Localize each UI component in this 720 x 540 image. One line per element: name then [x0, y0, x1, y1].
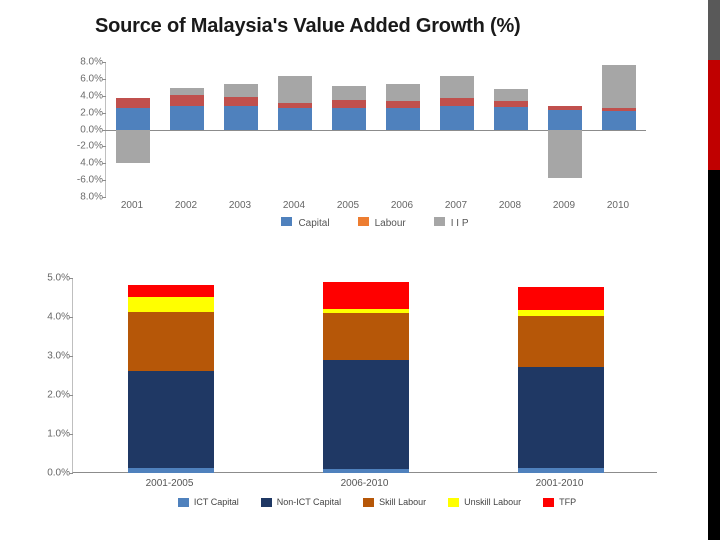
chart-top-bar-segment: [224, 97, 258, 106]
chart-bottom-xlabel: 2001-2010: [536, 478, 584, 489]
chart-bottom-bar-segment: [518, 468, 604, 473]
chart-top-bar-segment: [170, 88, 204, 95]
chart-top-ylabels: 8.0%6.0%4.0%2.0%0.0%-2.0%4.0%-6.0%8.0%: [57, 62, 103, 197]
chart-top-bar-segment: [602, 108, 636, 111]
chart-bottom-bar-segment: [128, 371, 214, 469]
chart-bottom-bar-segment: [518, 310, 604, 316]
chart-bottom-bar-segment: [128, 312, 214, 371]
chart-top-bar-segment: [278, 103, 312, 109]
chart-top-xlabel: 2003: [229, 200, 251, 211]
chart-top-bar-segment: [332, 100, 366, 108]
chart-bottom-bar-segment: [518, 316, 604, 367]
chart-bottom-bar-segment: [323, 360, 409, 469]
chart-bottom-bar-segment: [128, 468, 214, 473]
chart-top-bar-segment: [116, 108, 150, 129]
chart-top-bar-segment: [386, 84, 420, 101]
chart-top-bar-segment: [116, 98, 150, 108]
chart-top-plot: [105, 62, 645, 197]
chart-bottom-xlabel: 2006-2010: [341, 478, 389, 489]
page-title: Source of Malaysia's Value Added Growth …: [95, 15, 655, 38]
chart-top-bar-segment: [278, 76, 312, 103]
chart-top-xlabel: 2009: [553, 200, 575, 211]
chart-top-xlabel: 2005: [337, 200, 359, 211]
chart-bottom-bar-segment: [128, 297, 214, 313]
chart-top-bar-segment: [602, 65, 636, 109]
chart-bottom-legend-item: Skill Labour: [363, 497, 426, 507]
chart-top-bar-segment: [332, 108, 366, 130]
chart-top-bar-segment: [116, 130, 150, 164]
chart-top-bar-segment: [494, 101, 528, 107]
chart-top-xlabel: 2002: [175, 200, 197, 211]
chart-top-xlabel: 2001: [121, 200, 143, 211]
chart-top: 8.0%6.0%4.0%2.0%0.0%-2.0%4.0%-6.0%8.0% 2…: [105, 62, 645, 222]
chart-bottom-legend-item: ICT Capital: [178, 497, 239, 507]
chart-top-bar-segment: [548, 106, 582, 110]
accent-black: [708, 170, 720, 540]
chart-top-bar-segment: [440, 98, 474, 106]
chart-bottom-plot: [72, 278, 657, 473]
chart-top-bar-segment: [548, 130, 582, 179]
chart-top-bar-segment: [224, 106, 258, 130]
chart-top-legend-item: Capital: [281, 217, 329, 229]
chart-top-bar-segment: [602, 111, 636, 130]
accent-sidebar: [708, 0, 720, 540]
chart-bottom-legend-item: Unskill Labour: [448, 497, 521, 507]
chart-top-bar-segment: [170, 95, 204, 106]
chart-top-bar-segment: [386, 108, 420, 130]
chart-top-legend: Capital Labour I I P: [105, 217, 645, 229]
chart-top-bar-segment: [440, 76, 474, 98]
chart-bottom-bar-segment: [323, 313, 409, 360]
chart-top-xlabel: 2007: [445, 200, 467, 211]
chart-bottom-bar-segment: [323, 469, 409, 473]
chart-bottom: 5.0%4.0%3.0%2.0%1.0%0.0% 2001-20052006-2…: [72, 278, 657, 528]
accent-grey: [708, 0, 720, 60]
chart-top-xlabel: 2010: [607, 200, 629, 211]
chart-bottom-legend-item: Non-ICT Capital: [261, 497, 341, 507]
chart-top-legend-item: Labour: [358, 217, 406, 229]
chart-top-bar-segment: [386, 101, 420, 108]
chart-top-xlabel: 2006: [391, 200, 413, 211]
chart-bottom-bar-segment: [128, 285, 214, 297]
accent-red: [708, 60, 720, 170]
chart-top-bar-segment: [548, 110, 582, 129]
chart-bottom-bar-segment: [323, 309, 409, 313]
chart-bottom-legend-item: TFP: [543, 497, 576, 507]
chart-bottom-bar-segment: [518, 287, 604, 310]
chart-bottom-xlabel: 2001-2005: [146, 478, 194, 489]
chart-top-bar-segment: [494, 107, 528, 130]
chart-bottom-bar-segment: [518, 367, 604, 468]
chart-top-xlabel: 2004: [283, 200, 305, 211]
slide: Source of Malaysia's Value Added Growth …: [0, 0, 720, 540]
chart-top-bar-segment: [278, 108, 312, 129]
chart-top-legend-item: I I P: [434, 217, 469, 229]
chart-top-bar-segment: [170, 106, 204, 130]
chart-top-bar-segment: [494, 89, 528, 101]
chart-bottom-legend: ICT Capital Non-ICT Capital Skill Labour Un…: [72, 497, 682, 507]
chart-top-bar-segment: [224, 84, 258, 97]
chart-top-bar-segment: [440, 106, 474, 130]
chart-bottom-ylabels: 5.0%4.0%3.0%2.0%1.0%0.0%: [30, 278, 70, 473]
chart-top-xlabel: 2008: [499, 200, 521, 211]
chart-top-bar-segment: [332, 86, 366, 100]
chart-bottom-bar-segment: [323, 282, 409, 309]
